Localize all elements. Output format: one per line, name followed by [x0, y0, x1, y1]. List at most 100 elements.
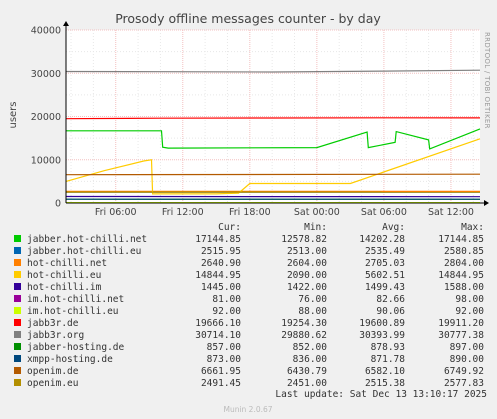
legend-value-min: 1422.00 — [287, 282, 327, 293]
series-line-jabber-hot-chilli-net — [66, 128, 481, 150]
y-tick-label: 10000 — [31, 155, 61, 166]
legend-series-name: jabber.hot-chilli.net — [27, 234, 147, 245]
legend-value-avg: 82.66 — [376, 294, 405, 305]
legend-value-min: 2604.00 — [287, 258, 327, 269]
legend-value-cur: 30714.10 — [195, 330, 241, 341]
legend-series-name: im.hot-chilli.net — [27, 294, 124, 305]
legend-value-min: 852.00 — [293, 342, 328, 353]
legend-value-cur: 1445.00 — [201, 282, 241, 293]
legend-swatch — [14, 259, 21, 266]
series-line-hot-chilli-eu — [65, 138, 481, 195]
legend-column-header: Cur: — [218, 222, 241, 233]
legend-value-max: 6749.92 — [444, 366, 484, 377]
legend-value-cur: 81.00 — [212, 294, 241, 305]
legend-value-avg: 2705.03 — [365, 258, 405, 269]
legend-value-cur: 6661.95 — [201, 366, 241, 377]
legend-swatch — [14, 307, 21, 314]
legend-value-cur: 14844.95 — [195, 270, 241, 281]
x-tick-label: Sat 06:00 — [361, 207, 407, 218]
legend-value-max: 2580.85 — [444, 246, 484, 257]
legend-value-avg: 14202.28 — [359, 234, 405, 245]
legend-value-max: 19911.20 — [438, 318, 484, 329]
axes — [63, 21, 489, 206]
legend-value-avg: 19600.89 — [359, 318, 405, 329]
legend-value-min: 88.00 — [298, 306, 327, 317]
legend-swatch — [14, 319, 21, 326]
legend-series-name: openim.de — [27, 366, 79, 377]
series-line-jabb3r-org — [65, 69, 481, 73]
legend-value-cur: 2491.45 — [201, 378, 241, 389]
legend-value-min: 76.00 — [298, 294, 327, 305]
legend-value-avg: 871.78 — [371, 354, 406, 365]
x-tick-labels: Fri 06:00 Fri 12:00 Fri 18:00 Sat 00:00 Sat … — [95, 207, 474, 218]
x-axis-arrow — [484, 200, 489, 206]
y-tick-label: 0 — [55, 199, 61, 210]
legend-value-cur: 873.00 — [207, 354, 242, 365]
legend-value-max: 92.00 — [455, 306, 484, 317]
legend-swatch — [14, 379, 21, 386]
legend-swatch — [14, 367, 21, 374]
legend-swatch — [14, 283, 21, 290]
y-axis-label: users — [8, 101, 19, 128]
legend-value-avg: 6582.10 — [365, 366, 405, 377]
legend-value-cur: 2640.90 — [201, 258, 241, 269]
legend-series-name: im.hot-chilli.eu — [27, 306, 119, 317]
legend-value-min: 6430.79 — [287, 366, 327, 377]
legend-value-cur: 17144.85 — [195, 234, 241, 245]
legend-series-name: hot-chilli.net — [27, 258, 107, 269]
y-tick-label: 20000 — [31, 112, 61, 123]
legend-series-name: jabb3r.org — [27, 330, 84, 341]
legend-value-min: 836.00 — [293, 354, 328, 365]
rrdtool-credit: RRDTOOL / TOBI OETIKER — [483, 32, 491, 129]
x-tick-label: Fri 06:00 — [95, 207, 137, 218]
legend-series-name: openim.eu — [27, 378, 78, 389]
legend-value-avg: 90.06 — [376, 306, 405, 317]
legend-value-avg: 2535.49 — [365, 246, 405, 257]
legend-series-name: xmpp-hosting.de — [27, 354, 113, 365]
legend-value-max: 30777.38 — [438, 330, 484, 341]
x-tick-label: Sat 00:00 — [294, 207, 340, 218]
y-tick-label: 40000 — [31, 26, 61, 37]
munin-version: Munin 2.0.67 — [223, 405, 272, 414]
legend-value-max: 98.00 — [455, 294, 484, 305]
legend-value-cur: 92.00 — [212, 306, 241, 317]
y-tick-labels: 0 10000 20000 30000 40000 — [31, 26, 61, 210]
legend-swatch — [14, 271, 21, 278]
legend-series-name: jabber-hosting.de — [27, 342, 125, 353]
legend-value-min: 19254.30 — [281, 318, 327, 329]
legend-value-min: 2513.00 — [287, 246, 327, 257]
x-tick-label: Fri 12:00 — [162, 207, 204, 218]
legend-value-max: 14844.95 — [438, 270, 484, 281]
legend-swatch — [14, 235, 21, 242]
legend-swatch — [14, 355, 21, 362]
legend-series-name: hot-chilli.im — [27, 282, 102, 293]
legend-value-max: 2577.83 — [444, 378, 484, 389]
legend-value-min: 2451.00 — [287, 378, 327, 389]
legend-value-avg: 878.93 — [371, 342, 405, 353]
legend-value-avg: 2515.38 — [365, 378, 405, 389]
legend-value-max: 1588.00 — [444, 282, 484, 293]
legend-value-max: 17144.85 — [438, 234, 484, 245]
legend-column-header: Min: — [304, 222, 327, 233]
legend: Cur: Min: Avg: Max: jabber.hot-chilli.net 171… — [14, 222, 484, 389]
legend-value-min: 2090.00 — [287, 270, 327, 281]
legend-value-max: 897.00 — [450, 342, 485, 353]
legend-value-avg: 1499.43 — [365, 282, 405, 293]
legend-series-name: jabb3r.de — [27, 318, 79, 329]
legend-value-cur: 2515.95 — [201, 246, 241, 257]
x-tick-label: Fri 18:00 — [229, 207, 271, 218]
legend-swatch — [14, 247, 21, 254]
legend-value-avg: 30393.99 — [359, 330, 405, 341]
legend-value-max: 890.00 — [450, 354, 485, 365]
series-line-openim-de — [65, 173, 481, 176]
legend-column-header: Avg: — [382, 222, 405, 233]
y-axis-arrow — [63, 21, 69, 26]
legend-swatch — [14, 331, 21, 338]
last-update: Last update: Sat Dec 13 13:10:17 2025 — [275, 389, 487, 400]
chart-title: Prosody offline messages counter - by da… — [115, 11, 381, 26]
legend-series-name: jabber.hot-chilli.eu — [27, 246, 141, 257]
legend-column-header: Max: — [461, 222, 484, 233]
legend-series-name: hot-chilli.eu — [27, 270, 101, 281]
legend-value-avg: 5602.51 — [365, 270, 405, 281]
